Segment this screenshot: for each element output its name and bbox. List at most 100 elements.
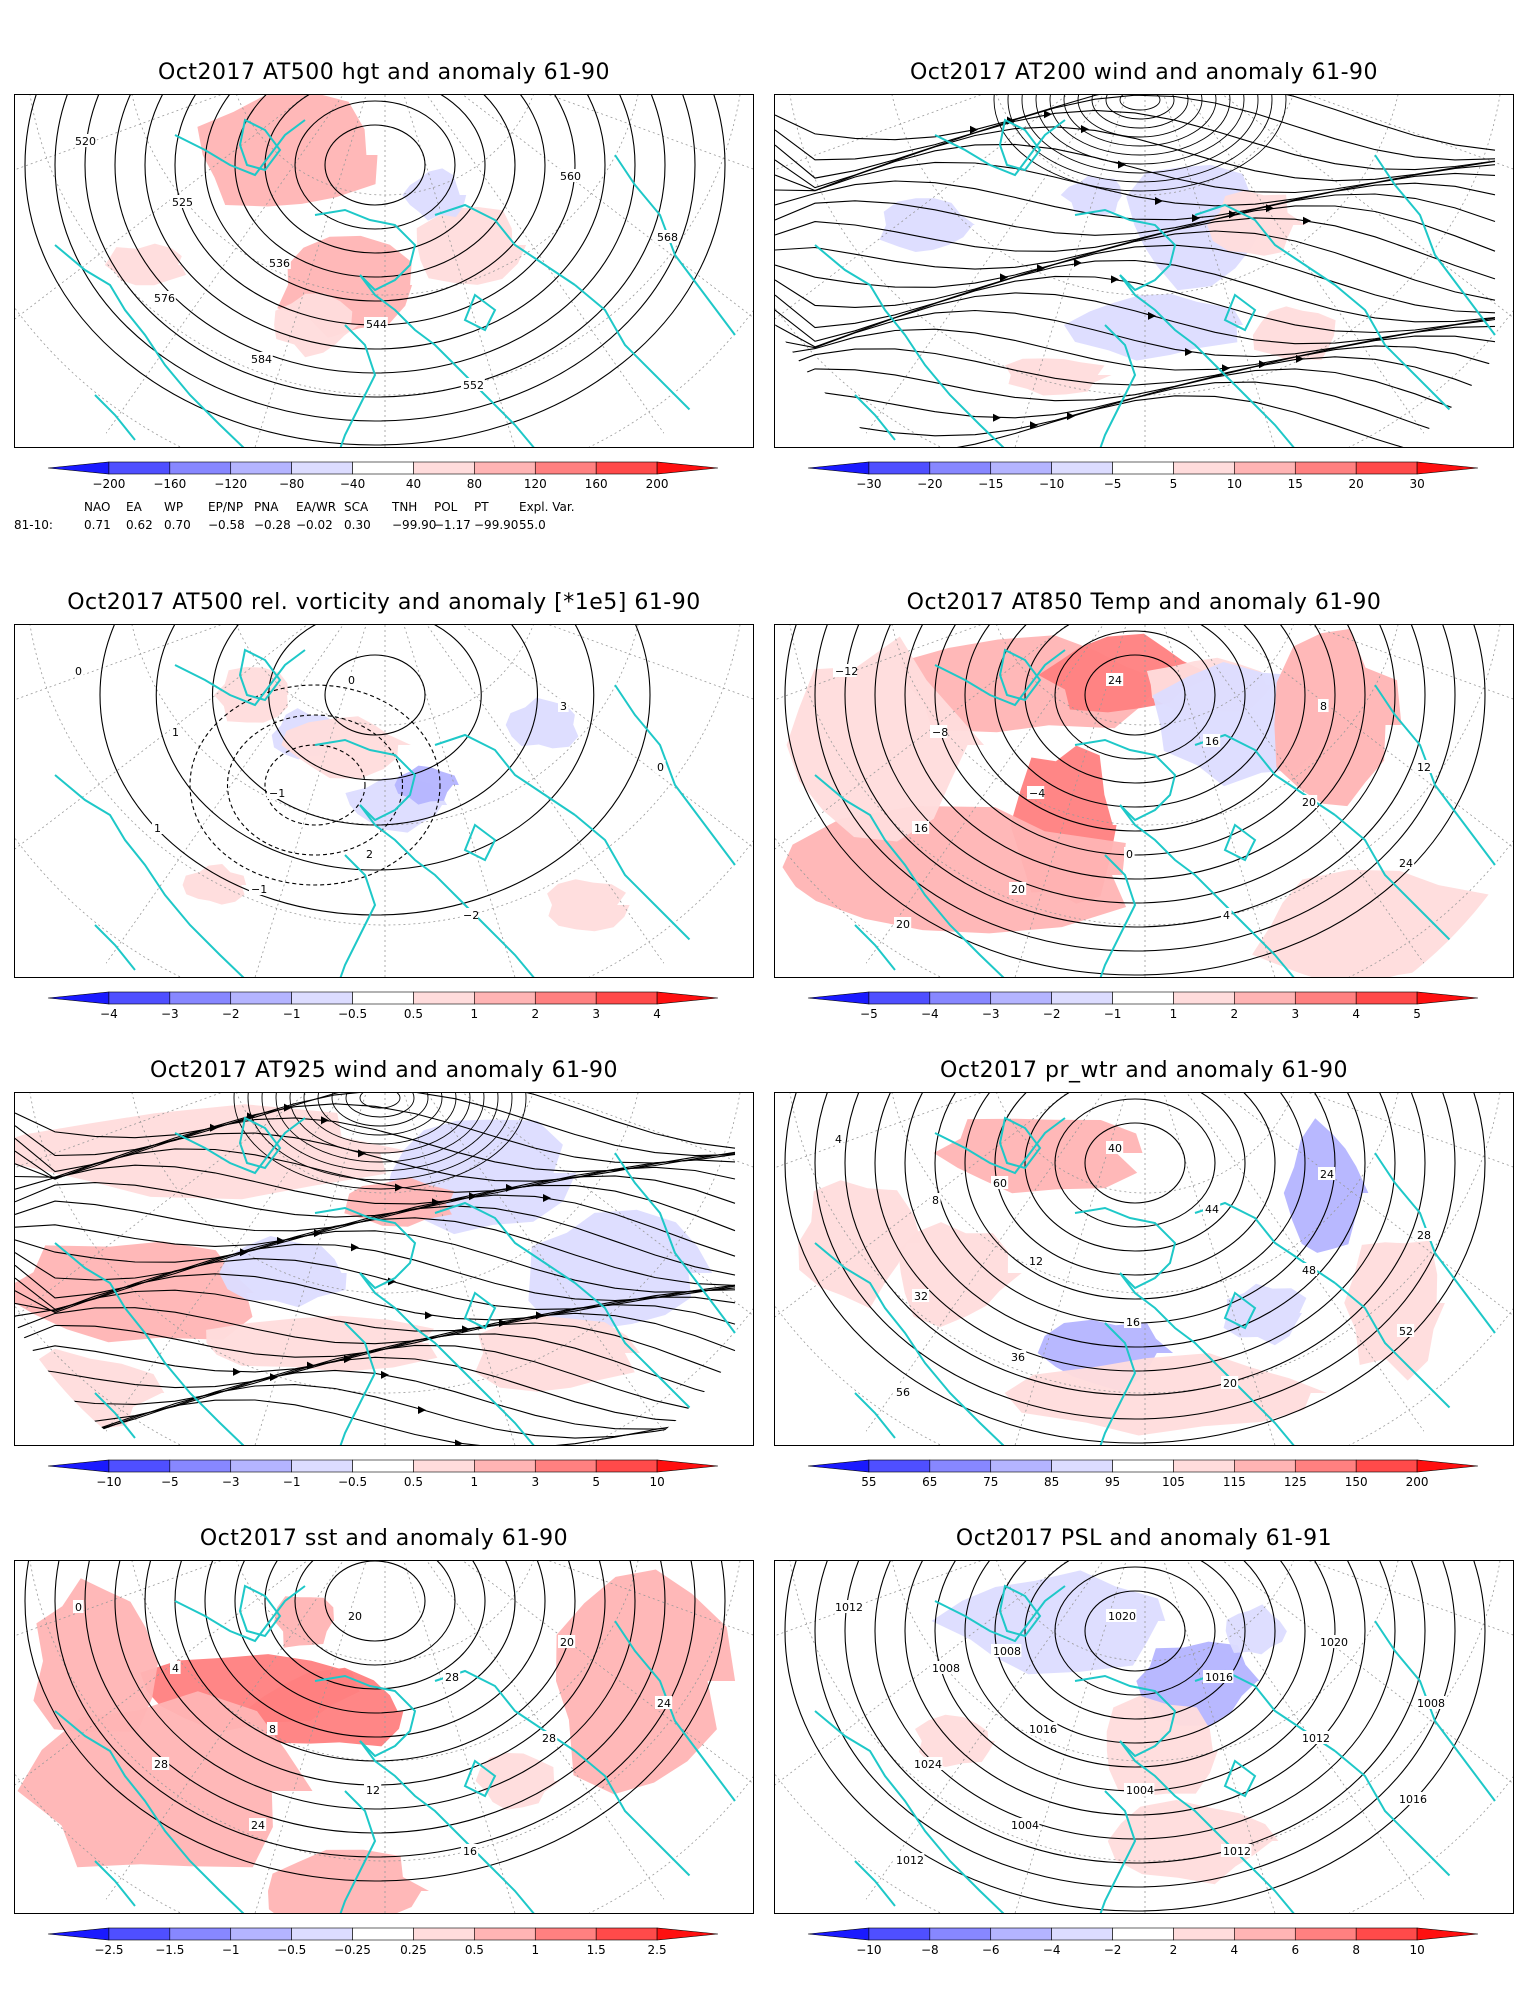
meridian-line	[1222, 95, 1513, 318]
meridian-line	[775, 95, 982, 171]
colorbar-tick-label: 150	[1345, 1475, 1368, 1489]
contour-label-bg	[170, 195, 194, 208]
index-header: PT	[474, 500, 489, 514]
colorbar-segment	[291, 991, 353, 1005]
colorbar-tick-label: 0.5	[404, 1475, 423, 1489]
contour-label: 536	[269, 257, 290, 270]
contour-line	[294, 100, 456, 230]
colorbar-arrow-left	[47, 461, 110, 475]
colorbar-segment	[291, 1459, 353, 1473]
colorbar: −200 −160 −120 −80 −40 40 80 120 160 200	[14, 458, 754, 498]
colorbar-tick-label: 125	[1284, 1475, 1307, 1489]
contour-label: 40	[1108, 1142, 1122, 1155]
contour-line	[84, 95, 666, 398]
coastline	[339, 854, 377, 977]
coastline	[94, 924, 136, 971]
coastline	[1223, 1291, 1257, 1330]
streamline-arrow	[1037, 264, 1045, 273]
colorbar-segment	[169, 1459, 232, 1473]
contour-label-bg	[1027, 1722, 1058, 1735]
anomaly-region	[219, 1236, 347, 1308]
streamline-arrow	[1111, 275, 1119, 284]
contour-label: 60	[993, 1177, 1007, 1190]
colorbar-segment	[108, 1459, 171, 1473]
contour-label-bg	[346, 673, 357, 686]
contour-line	[226, 714, 404, 856]
contour-label-bg	[1415, 1696, 1446, 1709]
coastline	[998, 1116, 1042, 1170]
contour-label: −4	[1029, 787, 1045, 800]
contour-line	[1084, 1590, 1186, 1672]
streamline-arrow	[1044, 110, 1052, 119]
contour-label: 20	[560, 1636, 574, 1649]
colorbar-arrow-left	[47, 1927, 110, 1941]
colorbar-tick-label: 65	[922, 1475, 937, 1489]
contour-label: 0	[657, 761, 664, 774]
colorbar-arrow-right	[1416, 461, 1479, 475]
panel-title: Oct2017 AT500 rel. vorticity and anomaly…	[67, 590, 701, 615]
coastline	[463, 823, 497, 862]
coastline	[463, 293, 497, 332]
contour-label: 1020	[1108, 1610, 1136, 1623]
contour-label: 56	[896, 1386, 910, 1399]
contour-label-bg	[1300, 1263, 1318, 1276]
meridian-line	[548, 1561, 753, 1636]
coastline	[1119, 1272, 1295, 1445]
colorbar-svg: −30 −20 −15 −10 −5 5 10 15 20 30	[807, 461, 1479, 491]
streamline-arrow	[1229, 210, 1237, 219]
contour-label-bg	[267, 1722, 278, 1735]
anomaly-region	[15, 1104, 418, 1200]
streamline	[1105, 95, 1175, 120]
index-header: TNH	[392, 500, 418, 514]
coastline	[934, 119, 1066, 177]
colorbar-tick-label: −8	[921, 1943, 939, 1957]
contour-label-bg	[152, 1757, 170, 1770]
index-header: EA	[126, 500, 142, 514]
coastline	[814, 244, 1005, 447]
contour-line	[1084, 654, 1186, 736]
colorbar-segment	[291, 1927, 353, 1941]
streamline	[303, 1093, 457, 1145]
coastline	[434, 1201, 576, 1284]
colorbar-tick-label: 120	[524, 477, 547, 491]
meridian-line	[96, 95, 344, 447]
colorbar-segment	[474, 991, 536, 1005]
anomaly-region	[475, 1752, 560, 1810]
coastline	[998, 1584, 1042, 1638]
contour-line	[234, 1561, 516, 1714]
colorbar-tick-label: 85	[1044, 1475, 1059, 1489]
meridian-line	[254, 1561, 367, 1913]
map-svg: 1012 1008 1016 1004 1012 1020 1008 1024 1004 1020…	[775, 1561, 1513, 1913]
colorbar-segment	[990, 991, 1052, 1005]
contour-line	[844, 1093, 1426, 1396]
colorbar-tick-label: 160	[585, 477, 608, 491]
map-svg: −12 −8 −4 0 4 8 12 16 20 24 16 20 24 20	[775, 625, 1513, 977]
colorbar-tick-label: 115	[1223, 1475, 1246, 1489]
colorbar-segment	[595, 1459, 658, 1473]
colorbar-segment	[1355, 1459, 1418, 1473]
colorbar-tick-label: 2	[531, 1007, 539, 1021]
colorbar: −5 −4 −3 −2 −1 1 2 3 4 5	[774, 988, 1514, 1028]
streamline	[317, 1093, 443, 1136]
colorbar: −30 −20 −15 −10 −5 5 10 15 20 30	[774, 458, 1514, 498]
coastline	[1074, 1674, 1177, 1758]
streamline-arrow	[543, 1193, 551, 1202]
colorbar-segment	[169, 461, 232, 475]
contour-label: 4	[1223, 909, 1230, 922]
contour-label-bg	[558, 699, 569, 712]
contour-label-bg	[1027, 786, 1045, 799]
meridian-line	[15, 95, 222, 171]
streamline-arrow	[233, 1367, 241, 1376]
colorbar-arrow-right	[656, 991, 719, 1005]
colorbar-tick-label: 80	[467, 477, 482, 491]
contour-label-bg	[1106, 1141, 1124, 1154]
coastline	[1074, 738, 1177, 822]
contour-label: 584	[251, 353, 272, 366]
streamline-arrow	[970, 125, 978, 134]
coastline	[359, 274, 535, 447]
colorbar-arrow-left	[807, 991, 870, 1005]
coastline	[359, 1272, 535, 1445]
coastline	[854, 394, 896, 441]
colorbar-tick-label: −20	[917, 477, 942, 491]
colorbar-arrow-right	[656, 1927, 719, 1941]
